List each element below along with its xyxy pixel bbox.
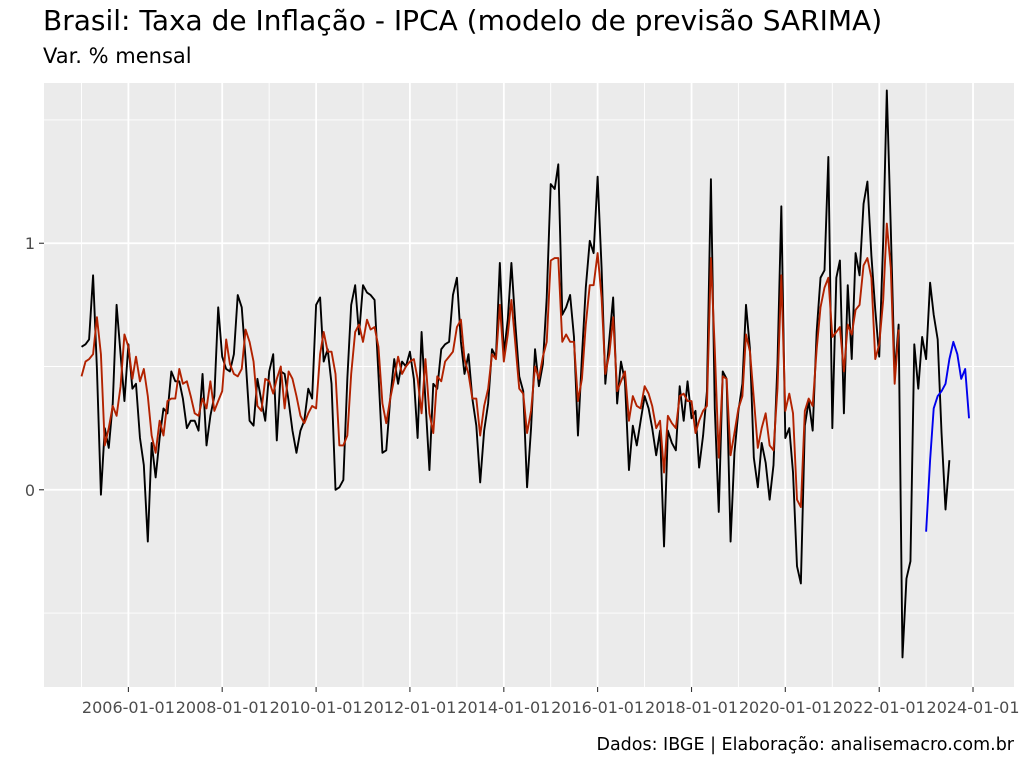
x-tick-label: 2012-01-01	[363, 698, 456, 717]
series-layer	[80, 89, 970, 659]
x-tick-label: 2018-01-01	[645, 698, 738, 717]
chart-caption: Dados: IBGE | Elaboração: analisemacro.c…	[596, 735, 1014, 755]
x-axis: 2006-01-01 2008-01-01 2010-01-01 2012-01-01…	[82, 687, 1020, 717]
panel-background	[44, 83, 1014, 687]
y-tick-label: 1	[25, 234, 35, 253]
x-tick-label: 2010-01-01	[270, 698, 363, 717]
x-tick-label: 2006-01-01	[82, 698, 175, 717]
plot-panel	[44, 83, 1014, 687]
chart-title: Brasil: Taxa de Inflação - IPCA (modelo …	[43, 4, 883, 37]
x-tick-label: 2020-01-01	[739, 698, 832, 717]
y-tick-label: 0	[25, 481, 35, 500]
y-axis: 01	[25, 234, 44, 500]
chart-subtitle: Var. % mensal	[43, 44, 192, 68]
x-tick-label: 2016-01-01	[551, 698, 644, 717]
x-tick-label: 2014-01-01	[457, 698, 550, 717]
x-tick-label: 2008-01-01	[176, 698, 269, 717]
fitted-series-line	[80, 222, 900, 508]
x-tick-label: 2024-01-01	[927, 698, 1020, 717]
x-tick-label: 2022-01-01	[833, 698, 926, 717]
forecast-series-line	[925, 340, 970, 532]
